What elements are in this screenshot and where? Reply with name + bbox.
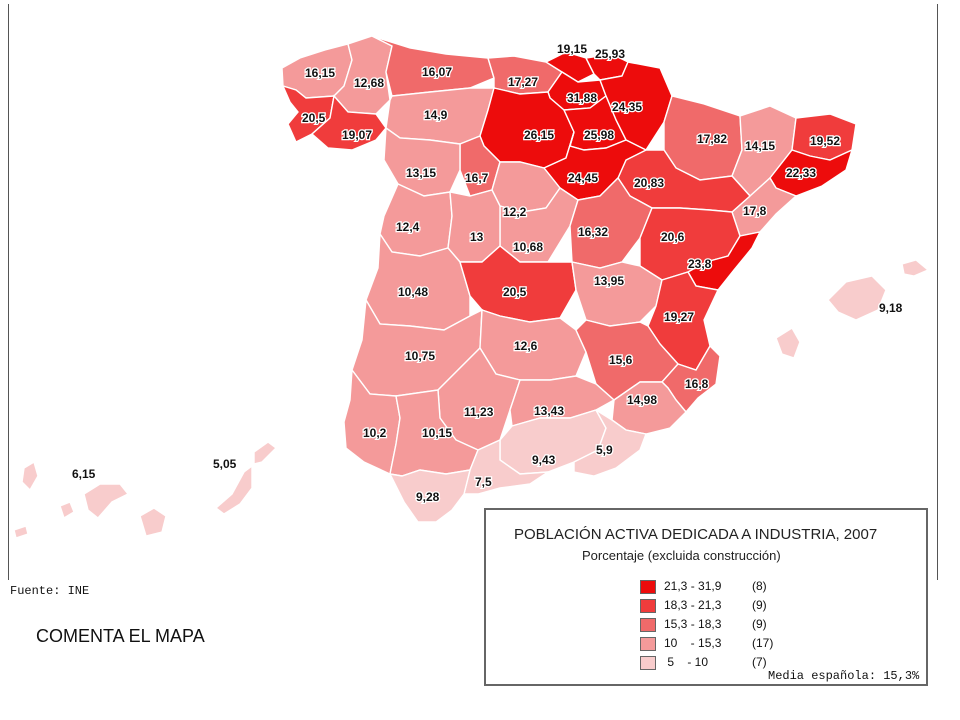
label-lugo: 12,68 (354, 76, 384, 90)
province-zamora (383, 126, 461, 197)
legend-swatch (640, 580, 656, 594)
province-cuenca (571, 261, 663, 327)
island-lanzarote (253, 441, 278, 465)
label-malaga: 7,5 (475, 475, 492, 489)
island-fuerteventura (214, 464, 253, 515)
label-guadalajara: 16,32 (578, 225, 608, 239)
legend-swatch (640, 618, 656, 632)
slide-prompt: COMENTA EL MAPA (36, 626, 205, 646)
island-gran-canaria (139, 507, 167, 537)
label-valladolid: 12,2 (503, 205, 527, 219)
legend-range: 5 - 10 (664, 655, 709, 669)
label-cadiz: 9,28 (416, 490, 440, 504)
label-a-coruna: 16,15 (305, 66, 335, 80)
label-granada: 9,43 (532, 453, 556, 467)
island-el-hierro (13, 525, 29, 539)
legend-title: POBLACIÓN ACTIVA DEDICADA A INDUSTRIA, 2… (514, 526, 878, 543)
label-almeria: 5,9 (596, 443, 613, 457)
label-tenerife: 6,15 (72, 467, 96, 481)
legend-subtitle: Porcentaje (excluida construcción) (582, 548, 781, 563)
label-salamanca: 12,4 (396, 220, 420, 234)
legend-count: (9) (752, 598, 767, 612)
label-albacete: 15,6 (609, 353, 633, 367)
label-caceres: 10,48 (398, 285, 428, 299)
legend-count: (17) (752, 636, 774, 650)
label-lleida: 14,15 (745, 139, 775, 153)
legend-count: (8) (752, 579, 767, 593)
label-soria: 24,45 (568, 171, 598, 185)
legend-count: (9) (752, 617, 767, 631)
label-la-rioja: 25,98 (584, 128, 614, 142)
label-badajoz: 10,75 (405, 349, 435, 363)
label-huelva: 10,2 (363, 426, 387, 440)
label-ciudad-real: 12,6 (514, 339, 538, 353)
legend-count: (7) (752, 655, 767, 669)
label-avila: 13 (470, 230, 484, 244)
island-la-palma (21, 460, 39, 492)
label-alicante: 16,8 (685, 377, 709, 391)
map-source-note: Fuente: INE (10, 584, 90, 598)
label-navarra: 24,35 (612, 100, 642, 114)
label-palencia: 16,7 (465, 171, 489, 185)
label-cordoba: 11,23 (464, 405, 494, 419)
island-tenerife (83, 483, 130, 519)
island-ibiza (775, 327, 801, 359)
label-zamora: 13,15 (406, 166, 436, 180)
label-castellon: 23,8 (688, 257, 712, 271)
label-tarragona: 17,8 (743, 204, 767, 218)
island-menorca (901, 259, 930, 277)
label-teruel: 20,6 (661, 230, 685, 244)
label-vizcaya: 19,15 (557, 42, 587, 56)
province-cadiz (388, 469, 471, 523)
label-toledo: 20,5 (503, 285, 527, 299)
label-alava: 31,88 (567, 91, 597, 105)
label-huesca: 17,82 (697, 132, 727, 146)
legend-range: 21,3 - 31,9 (664, 579, 722, 593)
island-mallorca (827, 275, 887, 321)
label-sevilla: 10,15 (422, 426, 452, 440)
province-avila (447, 189, 501, 263)
label-girona: 19,52 (810, 134, 840, 148)
province-ourense (310, 94, 387, 151)
legend-swatch (640, 599, 656, 613)
province-almeria (573, 409, 647, 477)
label-burgos: 26,15 (524, 128, 554, 142)
island-la-gomera (59, 501, 75, 520)
label-segovia: 10,68 (513, 240, 543, 254)
label-zaragoza: 20,83 (634, 176, 664, 190)
map-legend: POBLACIÓN ACTIVA DEDICADA A INDUSTRIA, 2… (484, 508, 928, 686)
legend-range: 15,3 - 18,3 (664, 617, 722, 631)
label-pontevedra: 20,5 (302, 111, 326, 125)
label-barcelona: 22,33 (786, 166, 816, 180)
label-valencia: 19,27 (664, 310, 694, 324)
legend-range: 18,3 - 21,3 (664, 598, 722, 612)
label-cantabria: 17,27 (508, 75, 538, 89)
label-jaen: 13,43 (534, 404, 564, 418)
label-guipuzcoa: 25,93 (595, 47, 625, 61)
label-baleares: 9,18 (879, 301, 903, 315)
label-cuenca: 13,95 (594, 274, 624, 288)
label-asturias: 16,07 (422, 65, 452, 79)
province-malaga (463, 438, 551, 495)
label-leon: 14,9 (424, 108, 448, 122)
label-ourense: 19,07 (342, 128, 372, 142)
legend-range: 10 - 15,3 (664, 636, 722, 650)
legend-swatch (640, 656, 656, 670)
label-murcia: 14,98 (627, 393, 657, 407)
legend-swatch (640, 637, 656, 651)
legend-national-average: Media española: 15,3% (768, 669, 920, 683)
label-las-palmas: 5,05 (213, 457, 237, 471)
